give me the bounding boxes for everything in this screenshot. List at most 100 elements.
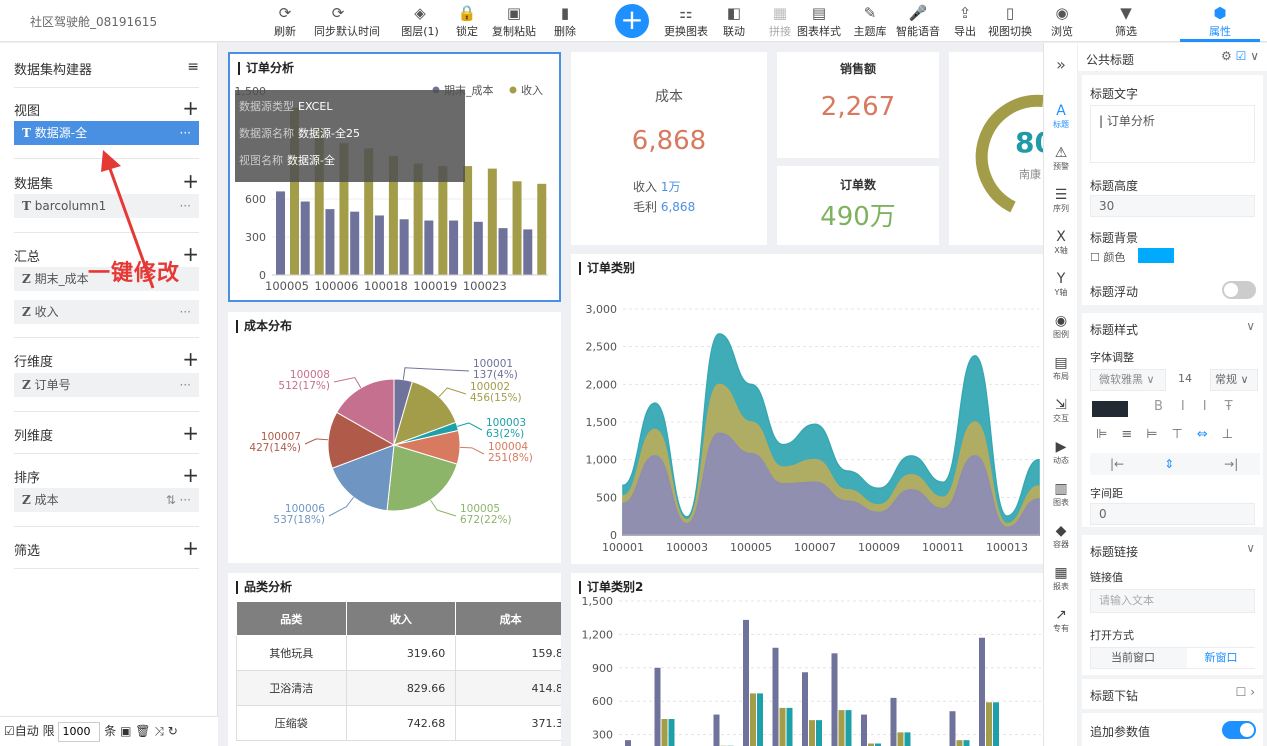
table-row[interactable]: 其他玩具 319.60 159.8 [236,635,561,671]
toolbar-sync-time-button[interactable]: ⟳ 同步默认时间 [314,3,380,39]
view-item[interactable]: T 数据源-全 ··· [14,121,199,145]
toolbar-lock-button[interactable]: 🔒 锁定 [443,3,491,39]
sales-kpi-card[interactable]: 销售额 2,267 [777,52,939,158]
toolbar-link-button[interactable]: ◧ 联动 [710,3,758,39]
add-view-icon[interactable]: + [182,96,199,120]
add-filter-icon[interactable]: + [182,536,199,560]
cost-distribution-card[interactable]: 成本分布 100001 137(4%) 100002 456(15%) 100003 63… [228,312,561,563]
collapse-panel-icon[interactable]: » [1056,55,1066,74]
chevron-down-icon[interactable]: ∨ [1246,541,1255,555]
letter-spacing-input[interactable]: 0 [1090,503,1255,525]
sort-order-icon[interactable]: ⇅ ··· [165,493,191,507]
title-text-input[interactable]: | 订单分析 [1090,105,1255,163]
align-buttons[interactable]: ⊫≡⊨⊤⇔⊥ [1096,427,1248,442]
more-icon[interactable]: ··· [179,126,191,140]
column-header[interactable]: 成本 [455,601,561,636]
cost-kpi-card[interactable]: 成本 6,868 收入 1万 毛利 6,868 [571,52,767,245]
change-chart-icon: ⚏ [679,4,693,22]
bg-color-checkbox[interactable]: ☐ 颜色 [1090,251,1126,264]
link-value-input[interactable]: 请输入文本 [1090,589,1255,613]
prop-tab-exclusive[interactable]: ↗ 专有 [1044,607,1078,634]
toolbar-eye-button[interactable]: ◉ 浏览 [1038,3,1086,39]
toolbar-theme-button[interactable]: ✎ 主题库 [846,3,894,39]
open-mode-selector[interactable]: 当前窗口 新窗口 [1090,647,1255,669]
toolbar-copy-paste-button[interactable]: ▣ 复制粘贴 [490,3,538,39]
pie-value-label: 456(15%) [470,392,522,404]
order-category-card[interactable]: 订单类别 0 500 1,000 1,500 2,000 2,500 3,000 100001… [571,254,1043,564]
append-param-toggle[interactable] [1222,721,1256,739]
title-float-toggle[interactable] [1222,281,1256,299]
add-dataset-icon[interactable]: + [182,169,199,193]
summary-item[interactable]: Z 收入 ··· [14,300,199,324]
sort-item[interactable]: Z 成本 ⇅ ··· [14,488,199,512]
order-analysis-card[interactable]: 订单分析 03006009001,50010000510000610001810… [228,52,561,302]
row-dimension-item[interactable]: Z 订单号 ··· [14,373,199,397]
spacing-buttons[interactable]: |← ⇕ →| [1090,453,1260,475]
font-family-select[interactable]: 微软雅黑 ∨ [1090,369,1166,391]
column-header[interactable]: 品类 [236,601,347,636]
prop-tab-interact[interactable]: ⇲ 交互 [1044,397,1078,424]
calendar-icon[interactable]: ▣ [120,724,132,738]
pie-name-label: 100001 [473,358,513,370]
toolbar-view-switch-button[interactable]: ▯ 视图切换 [986,3,1034,39]
prop-tab-report[interactable]: ▦ 报表 [1044,565,1078,592]
add-sort-icon[interactable]: + [182,463,199,487]
chevron-down-icon[interactable]: ∨ [1246,319,1255,333]
prop-tab-series[interactable]: ☰ 序列 [1044,187,1078,214]
add-summary-icon[interactable]: + [182,242,199,266]
prop-tab-alert[interactable]: ⚠ 预警 [1044,145,1078,172]
gauge-card[interactable]: 80 南康 [949,52,1043,245]
more-icon[interactable]: ··· [179,378,191,392]
add-component-button[interactable]: + [615,4,649,38]
font-weight-select[interactable]: 常规 ∨ [1210,369,1258,391]
bg-color-swatch[interactable] [1138,248,1174,263]
chart-icon: ▥ [1054,481,1068,497]
drill-checkbox[interactable]: ☐ › [1235,685,1255,699]
toolbar-mic-button[interactable]: 🎤 智能语音 [894,3,942,39]
prop-tab-dynamic[interactable]: ▶ 动态 [1044,439,1078,466]
more-icon[interactable]: ··· [179,305,191,319]
trash-icon[interactable]: 🗑 [135,724,151,738]
title-height-input[interactable]: 30 [1090,195,1255,217]
shuffle-icon[interactable]: ⤨ [154,724,164,738]
toolbar-refresh-button[interactable]: ⟳ 刷新 [261,3,309,39]
prop-tab-layout[interactable]: ▤ 布局 [1044,355,1078,382]
prop-tab-x-axis[interactable]: X X轴 [1044,229,1078,256]
category-analysis-card[interactable]: 品类分析 品类 收入 成本 其他玩具 319.60 159.8 卫浴清洁 829… [228,573,561,746]
prop-tab-container[interactable]: ◆ 容器 [1044,523,1078,550]
toolbar-splice-button[interactable]: ▦ 拼接 [756,3,804,39]
collapse-icon[interactable]: ≡ [187,59,199,75]
text-format-buttons[interactable]: BIIŦ [1154,399,1251,414]
table-row[interactable]: 卫浴清洁 829.66 414.8 [236,670,561,706]
reload-icon[interactable]: ↻ [167,724,178,738]
toolbar-change-chart-button[interactable]: ⚏ 更换图表 [662,3,710,39]
font-size-input[interactable]: 14 [1170,369,1206,391]
orders-kpi-card[interactable]: 订单数 490万 [777,166,939,245]
prop-tab-title[interactable]: A 标题 [1044,103,1078,130]
toolbar-delete-button[interactable]: ▮ 删除 [541,3,589,39]
table-row[interactable]: 压缩袋 742.68 371.3 [236,705,561,741]
check-icon[interactable]: ☑ [1235,49,1247,63]
toolbar-layers-button[interactable]: ◈ 图层(1) [396,3,444,39]
series-icon: ☰ [1054,187,1068,203]
prop-tab-legend[interactable]: ◉ 图例 [1044,313,1078,340]
order-category2-card[interactable]: 订单类别2 300 600 900 1,200 1,500 [571,573,1043,746]
open-new-option[interactable]: 新窗口 [1187,648,1255,668]
dataset-item[interactable]: T barcolumn1 ··· [14,194,199,218]
font-color-swatch[interactable] [1092,401,1128,417]
limit-input[interactable] [58,721,101,742]
toolbar-chart-style-button[interactable]: ▤ 图表样式 [795,3,843,39]
add-row-dimension-icon[interactable]: + [182,347,199,371]
add-col-dimension-icon[interactable]: + [182,421,199,445]
toolbar-filter-button[interactable]: ▼ 筛选 [1102,3,1150,39]
toolbar-export-button[interactable]: ⇪ 导出 [941,3,989,39]
summary-item[interactable]: Z 期末_成本 [14,267,199,291]
prop-tab-chart[interactable]: ▥ 图表 [1044,481,1078,508]
prop-tab-y-axis[interactable]: Y Y轴 [1044,271,1078,298]
toolbar-properties-button[interactable]: ⬢ 属性 [1196,3,1244,39]
auto-checkbox[interactable]: ☑ [4,724,15,738]
open-current-option[interactable]: 当前窗口 [1111,651,1155,664]
props-header-icons[interactable]: ⚙ ☑ ∨ [1221,49,1259,63]
more-icon[interactable]: ··· [179,199,191,213]
column-header[interactable]: 收入 [345,601,457,636]
